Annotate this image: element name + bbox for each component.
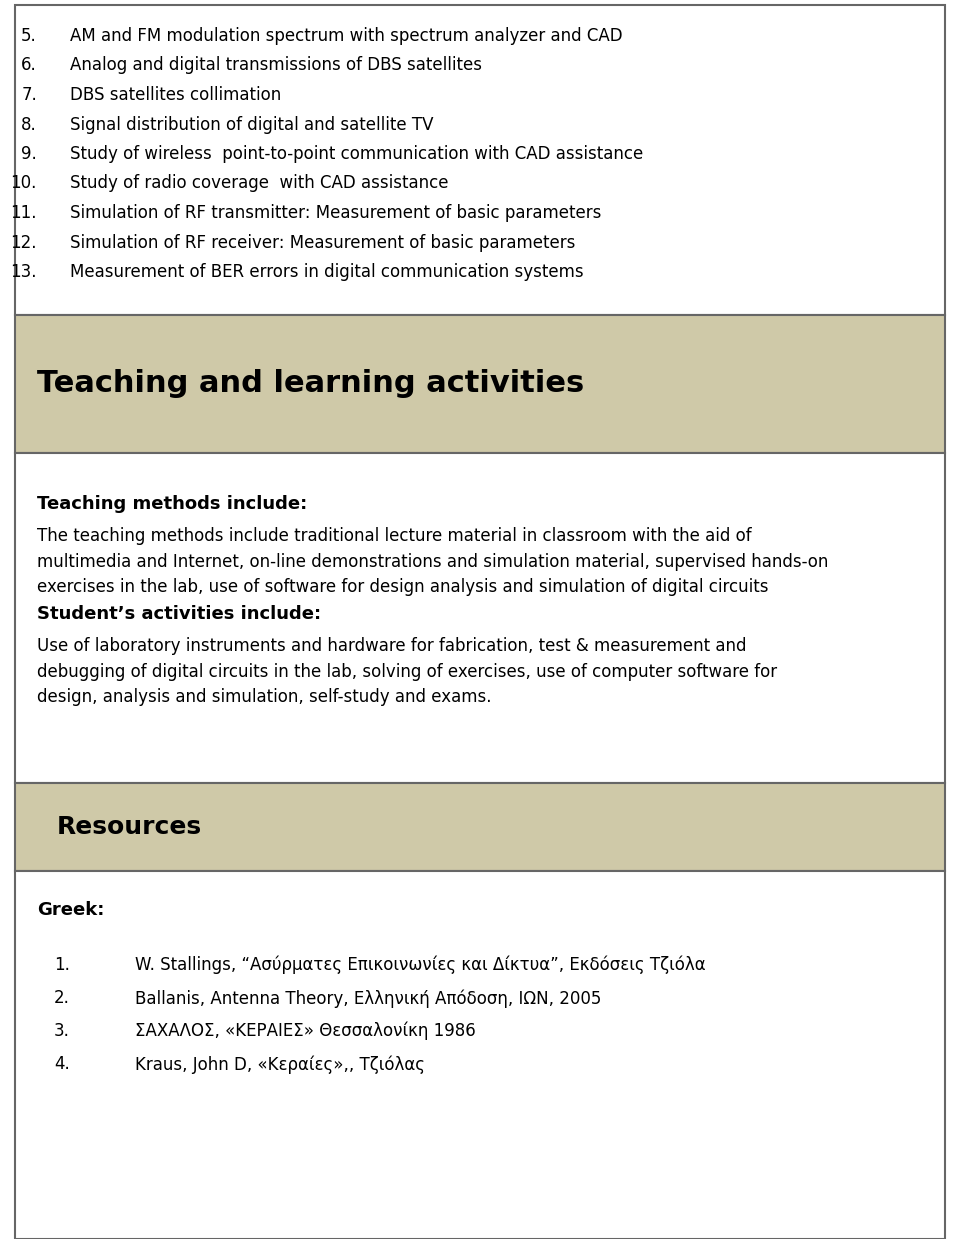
Text: Student’s activities include:: Student’s activities include: — [37, 605, 322, 623]
Text: Study of wireless  point-to-point communication with CAD assistance: Study of wireless point-to-point communi… — [70, 145, 643, 164]
Text: Study of radio coverage  with CAD assistance: Study of radio coverage with CAD assista… — [70, 175, 448, 192]
Bar — [15, 783, 945, 871]
Text: Analog and digital transmissions of DBS satellites: Analog and digital transmissions of DBS … — [70, 57, 482, 74]
Text: Signal distribution of digital and satellite TV: Signal distribution of digital and satel… — [70, 115, 434, 134]
Text: 4.: 4. — [55, 1054, 70, 1073]
Text: Simulation of RF transmitter: Measurement of basic parameters: Simulation of RF transmitter: Measuremen… — [70, 204, 601, 222]
Bar — [15, 5, 945, 315]
Text: Teaching and learning activities: Teaching and learning activities — [37, 369, 585, 399]
Text: 8.: 8. — [21, 115, 37, 134]
Text: 13.: 13. — [11, 263, 37, 281]
Text: 2.: 2. — [54, 989, 70, 1007]
Text: Measurement of BER errors in digital communication systems: Measurement of BER errors in digital com… — [70, 263, 584, 281]
Text: The teaching methods include traditional lecture material in classroom with the : The teaching methods include traditional… — [37, 527, 828, 596]
Text: 3.: 3. — [54, 1022, 70, 1040]
Text: 1.: 1. — [54, 957, 70, 974]
Text: Use of laboratory instruments and hardware for fabrication, test & measurement a: Use of laboratory instruments and hardwa… — [37, 637, 778, 706]
Text: ΣΑΧΑΛΟΣ, «ΚΕΡΑΙΕΣ» Θεσσαλονίκη 1986: ΣΑΧΑΛΟΣ, «ΚΕΡΑΙΕΣ» Θεσσαλονίκη 1986 — [135, 1022, 476, 1041]
Text: Greek:: Greek: — [37, 901, 105, 919]
Text: DBS satellites collimation: DBS satellites collimation — [70, 85, 281, 104]
Bar — [15, 453, 945, 783]
Text: W. Stallings, “Ασύρματες Επικοινωνίες και Δίκτυα”, Εκδόσεις Τζιόλα: W. Stallings, “Ασύρματες Επικοινωνίες κα… — [135, 957, 706, 975]
Text: 7.: 7. — [21, 85, 37, 104]
Text: 11.: 11. — [11, 204, 37, 222]
Text: Kraus, John D, «Κεραίες»,, Τζιόλας: Kraus, John D, «Κεραίες»,, Τζιόλας — [135, 1054, 425, 1073]
Text: 12.: 12. — [11, 233, 37, 252]
Text: 9.: 9. — [21, 145, 37, 164]
Text: 5.: 5. — [21, 27, 37, 45]
Text: Simulation of RF receiver: Measurement of basic parameters: Simulation of RF receiver: Measurement o… — [70, 233, 575, 252]
Text: AM and FM modulation spectrum with spectrum analyzer and CAD: AM and FM modulation spectrum with spect… — [70, 27, 623, 45]
Text: Teaching methods include:: Teaching methods include: — [37, 496, 307, 513]
Text: Resources: Resources — [57, 815, 203, 839]
Text: Ballanis, Antenna Theory, Ελληνική Απόδοση, ΙΩΝ, 2005: Ballanis, Antenna Theory, Ελληνική Απόδο… — [135, 989, 601, 1007]
Bar — [15, 871, 945, 1239]
Text: 6.: 6. — [21, 57, 37, 74]
Text: 10.: 10. — [11, 175, 37, 192]
Bar — [15, 315, 945, 453]
